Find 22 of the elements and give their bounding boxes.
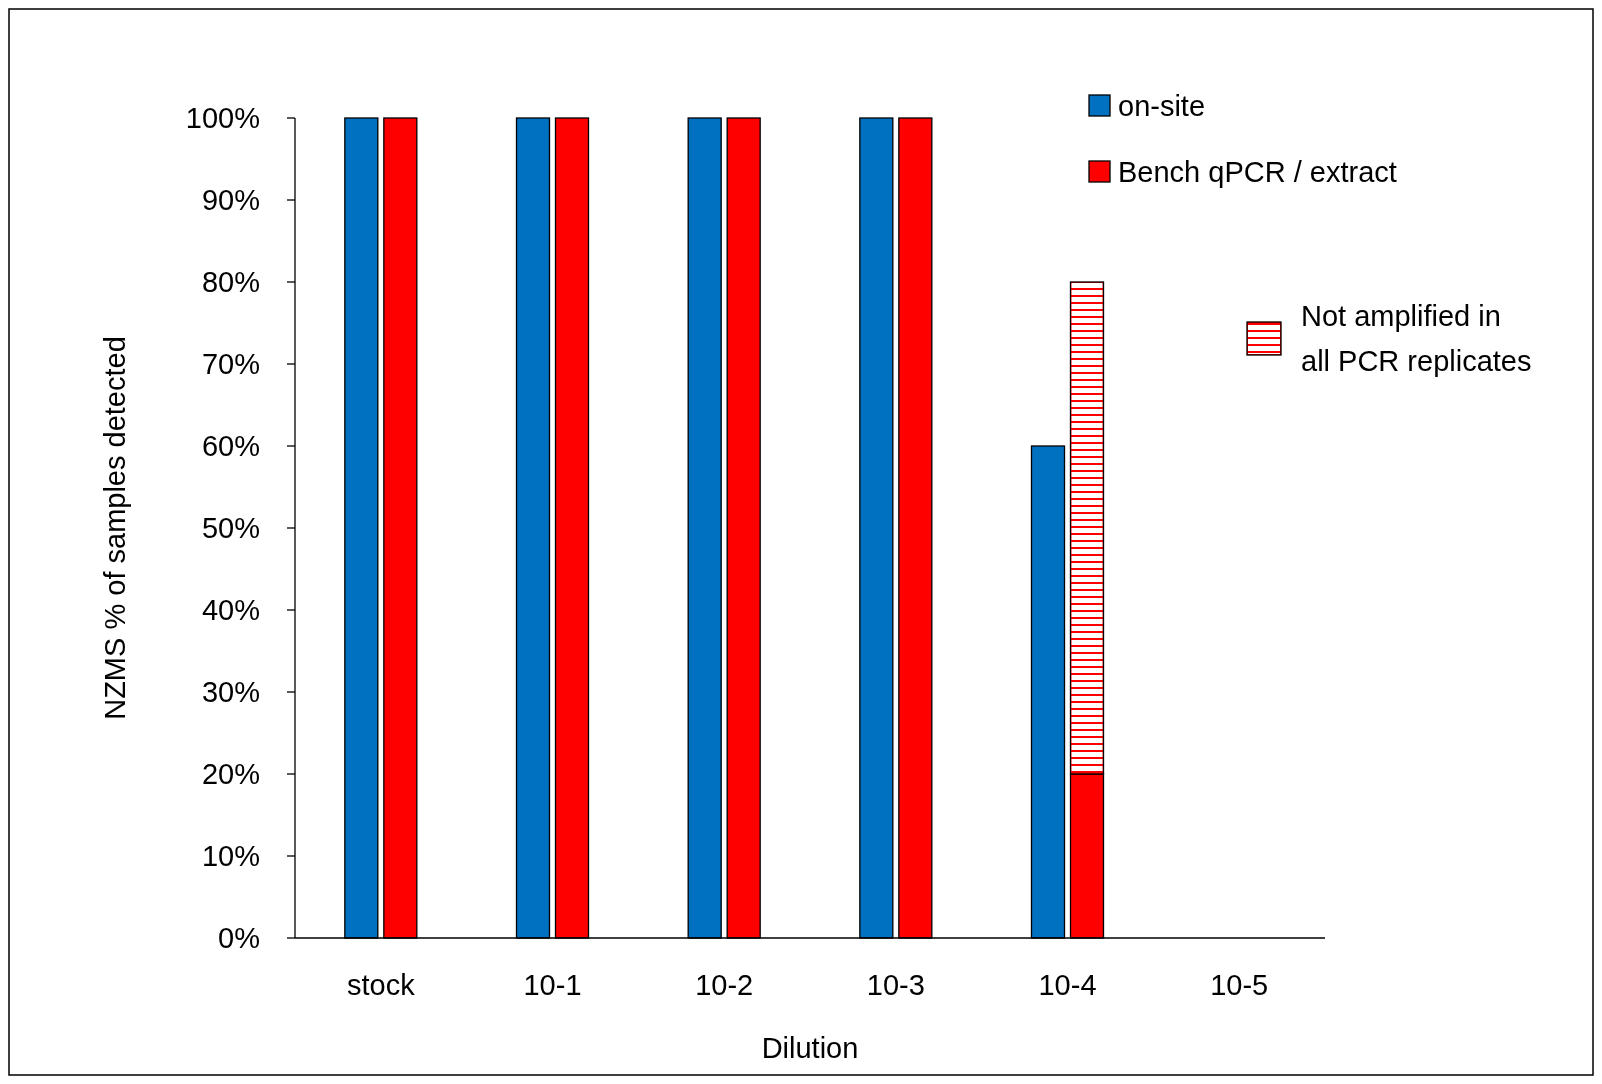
y-tick-label: 0% bbox=[218, 922, 260, 955]
x-axis-title: Dilution bbox=[761, 1032, 859, 1064]
y-tick-label: 60% bbox=[201, 430, 260, 463]
x-tick-label: 10-4 bbox=[1038, 969, 1097, 1001]
legend-label: on-site bbox=[1118, 90, 1206, 123]
y-tick-label: 70% bbox=[201, 348, 260, 381]
x-tick-label: 10-1 bbox=[523, 969, 582, 1001]
y-tick-label: 90% bbox=[201, 184, 260, 217]
y-tick-label: 40% bbox=[201, 594, 260, 627]
y-tick-label: 80% bbox=[201, 266, 260, 299]
y-axis-title: NZMS % of samples detected bbox=[99, 336, 131, 720]
x-tick-label: stock bbox=[346, 969, 416, 1001]
legend-label: Bench qPCR / extract bbox=[1118, 156, 1397, 189]
x-tick-label: 10-2 bbox=[695, 969, 754, 1001]
x-tick-label: 10-3 bbox=[866, 969, 925, 1001]
y-tick-label: 20% bbox=[201, 758, 260, 791]
x-tick-label: 10-5 bbox=[1210, 969, 1269, 1001]
y-tick-label: 50% bbox=[201, 512, 260, 545]
y-tick-label: 100% bbox=[185, 102, 260, 135]
y-tick-label: 30% bbox=[201, 676, 260, 709]
y-tick-label: 10% bbox=[201, 840, 260, 873]
legend-label: Not amplified in all PCR replicates bbox=[1301, 300, 1532, 378]
